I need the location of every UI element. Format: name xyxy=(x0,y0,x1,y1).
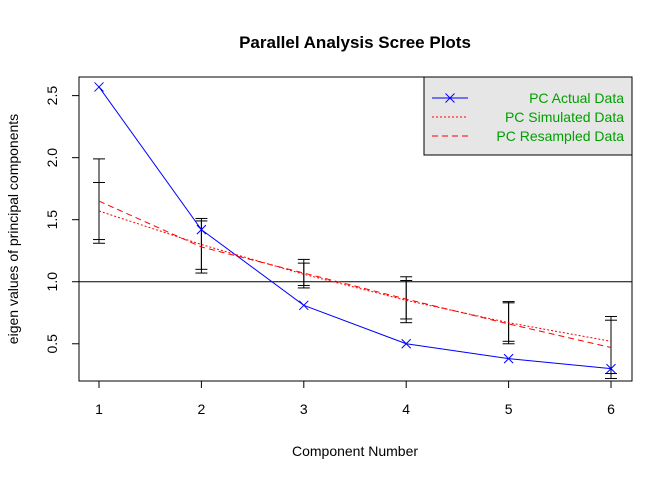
x-tick-label: 3 xyxy=(300,401,308,417)
legend: PC Actual Data PC Simulated Data PC Resamp… xyxy=(423,76,633,156)
error-bar xyxy=(605,319,617,375)
point-stroke-b xyxy=(606,363,616,374)
x-axis-label: Component Number xyxy=(292,443,418,459)
error-bar xyxy=(297,262,310,286)
x-tick-label: 5 xyxy=(505,401,513,417)
legend-marker-b xyxy=(445,93,455,103)
legend-label-1: PC Simulated Data xyxy=(505,109,624,125)
data-point xyxy=(401,338,412,349)
data-point xyxy=(298,300,309,311)
legend-label-0: PC Actual Data xyxy=(529,90,624,106)
series-line-2 xyxy=(98,200,612,348)
y-tick-label: 2.0 xyxy=(44,148,60,168)
x-tick-label: 2 xyxy=(198,401,206,417)
y-tick-label: 1.5 xyxy=(44,210,60,230)
x-axis: 1 2 3 4 5 6 xyxy=(95,380,615,417)
chart-title: Parallel Analysis Scree Plots xyxy=(239,33,471,52)
data-point xyxy=(503,353,514,364)
error-bar xyxy=(502,302,515,342)
y-tick-label: 0.5 xyxy=(44,334,60,354)
error-bar xyxy=(195,220,208,270)
legend-label-2: PC Resampled Data xyxy=(496,128,624,144)
plot-marks xyxy=(79,82,632,380)
y-tick-label: 2.5 xyxy=(44,86,60,106)
data-point xyxy=(94,82,104,92)
point-stroke-b xyxy=(298,300,309,311)
point-stroke-b xyxy=(401,338,412,349)
x-tick-label: 6 xyxy=(607,401,615,417)
data-point xyxy=(196,224,207,235)
y-axis: 0.5 1.0 1.5 2.0 2.5 xyxy=(44,86,80,354)
x-tick-label: 1 xyxy=(95,401,103,417)
data-point xyxy=(606,363,616,374)
x-tick-label: 4 xyxy=(402,401,410,417)
point-stroke-b xyxy=(94,82,104,92)
y-tick-label: 1.0 xyxy=(44,272,60,292)
point-stroke-b xyxy=(196,224,207,235)
series-line-0 xyxy=(98,86,612,370)
error-bar xyxy=(400,279,413,320)
legend-box xyxy=(423,76,633,156)
point-stroke-b xyxy=(503,353,514,364)
y-axis-label: eigen values of principal components xyxy=(5,114,21,344)
series-line-1 xyxy=(98,210,612,342)
